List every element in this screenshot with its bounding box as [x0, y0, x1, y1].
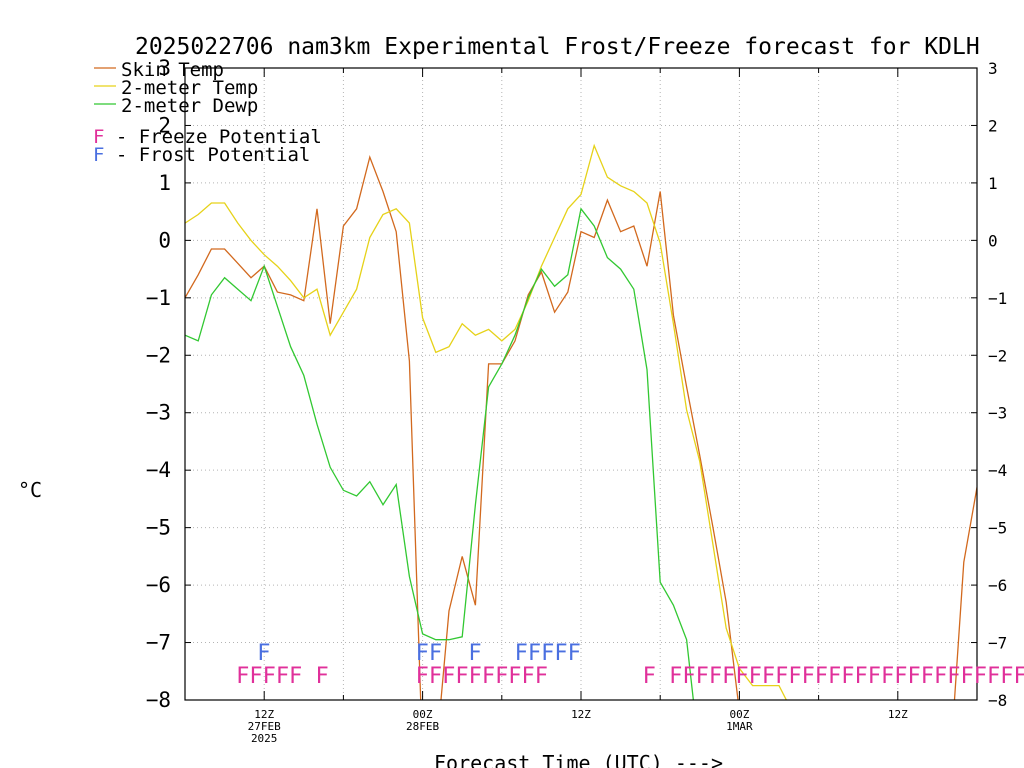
potential-marker: F FFFFFFFFFFFFFFFFFFFFFFFFFFF	[643, 664, 1024, 689]
y-tick-label-right: −7	[988, 634, 1007, 653]
y-tick-label-left: 0	[158, 228, 171, 252]
y-tick-label-right: −1	[988, 289, 1007, 308]
y-tick-label-left: −5	[146, 516, 171, 540]
potential-markers: F FF F FFFFFFFFFF F FFFFFFFFFF F FFFFFFFFFFFF…	[236, 641, 1024, 689]
y-tick-label-right: −6	[988, 576, 1007, 595]
x-tick-label: 2025	[251, 732, 278, 745]
y-tick-label-right: −5	[988, 519, 1007, 538]
y-tick-label-left: −3	[146, 401, 171, 425]
y-tick-label-left: −4	[146, 458, 171, 482]
y-tick-label-right: −8	[988, 691, 1007, 710]
potential-marker: FFFFF	[515, 641, 581, 666]
y-tick-label-right: −4	[988, 461, 1007, 480]
legend-potential-marker: F	[93, 144, 104, 166]
series-lines	[185, 143, 977, 700]
legend-potential-label: - Frost Potential	[104, 144, 310, 166]
y-tick-label-left: −8	[146, 688, 171, 712]
potential-marker: FF	[416, 641, 443, 666]
axis-ticks: 3 3 2 2 1 1 0 0 −1 −1 −2 −2 −3 −3 −4 −4 −5 −5 −6 −6 −7 −7 −8 −8…	[146, 56, 1008, 745]
x-tick-label: 12Z	[571, 708, 591, 721]
y-tick-label-right: −3	[988, 404, 1007, 423]
legend-potential-marker: F	[93, 126, 104, 148]
y-tick-label-left: 3	[158, 56, 171, 80]
y-tick-label-left: −1	[146, 286, 171, 310]
y-tick-label-left: −6	[146, 573, 171, 597]
series-line-2-meter-temp	[185, 143, 788, 700]
x-tick-label: 00Z	[413, 708, 433, 721]
x-axis-label: Forecast Time (UTC) --->	[434, 751, 723, 768]
potential-marker: FFFFFFFFFF	[416, 664, 548, 689]
x-tick-label: 00Z	[729, 708, 749, 721]
potential-marker: FFFFF F	[236, 664, 329, 689]
legend-label: 2-meter Temp	[121, 77, 258, 99]
y-tick-label-left: −2	[146, 343, 171, 367]
grid	[185, 68, 977, 700]
x-tick-label: 12Z	[254, 708, 274, 721]
x-tick-label: 28FEB	[406, 720, 439, 733]
y-tick-label-left: −7	[146, 631, 171, 655]
y-tick-label-left: 1	[158, 171, 171, 195]
legend-potential: F - Freeze Potential	[93, 126, 322, 148]
y-tick-label-right: 0	[988, 231, 998, 250]
y-tick-label-right: 3	[988, 59, 998, 78]
legend-label: 2-meter Dewp	[121, 95, 258, 117]
y-tick-label-right: 1	[988, 174, 998, 193]
legend-label: Skin Temp	[121, 59, 224, 81]
y-tick-label-right: 2	[988, 116, 998, 135]
series-line-2-meter-dewp	[185, 207, 695, 700]
series-line-skin-temp	[185, 154, 977, 700]
y-tick-label-right: −2	[988, 346, 1007, 365]
potential-marker: F	[468, 641, 481, 666]
y-axis-label: °C	[18, 478, 42, 502]
x-tick-label: 27FEB	[248, 720, 281, 733]
legend-potential-label: - Freeze Potential	[104, 126, 321, 148]
potential-marker: F	[257, 641, 270, 666]
legend-potential: F - Frost Potential	[93, 144, 310, 166]
x-tick-label: 1MAR	[726, 720, 753, 733]
y-tick-label-left: 2	[158, 113, 171, 137]
x-tick-label: 12Z	[888, 708, 908, 721]
chart-title: 2025022706 nam3km Experimental Frost/Fre…	[135, 34, 980, 60]
